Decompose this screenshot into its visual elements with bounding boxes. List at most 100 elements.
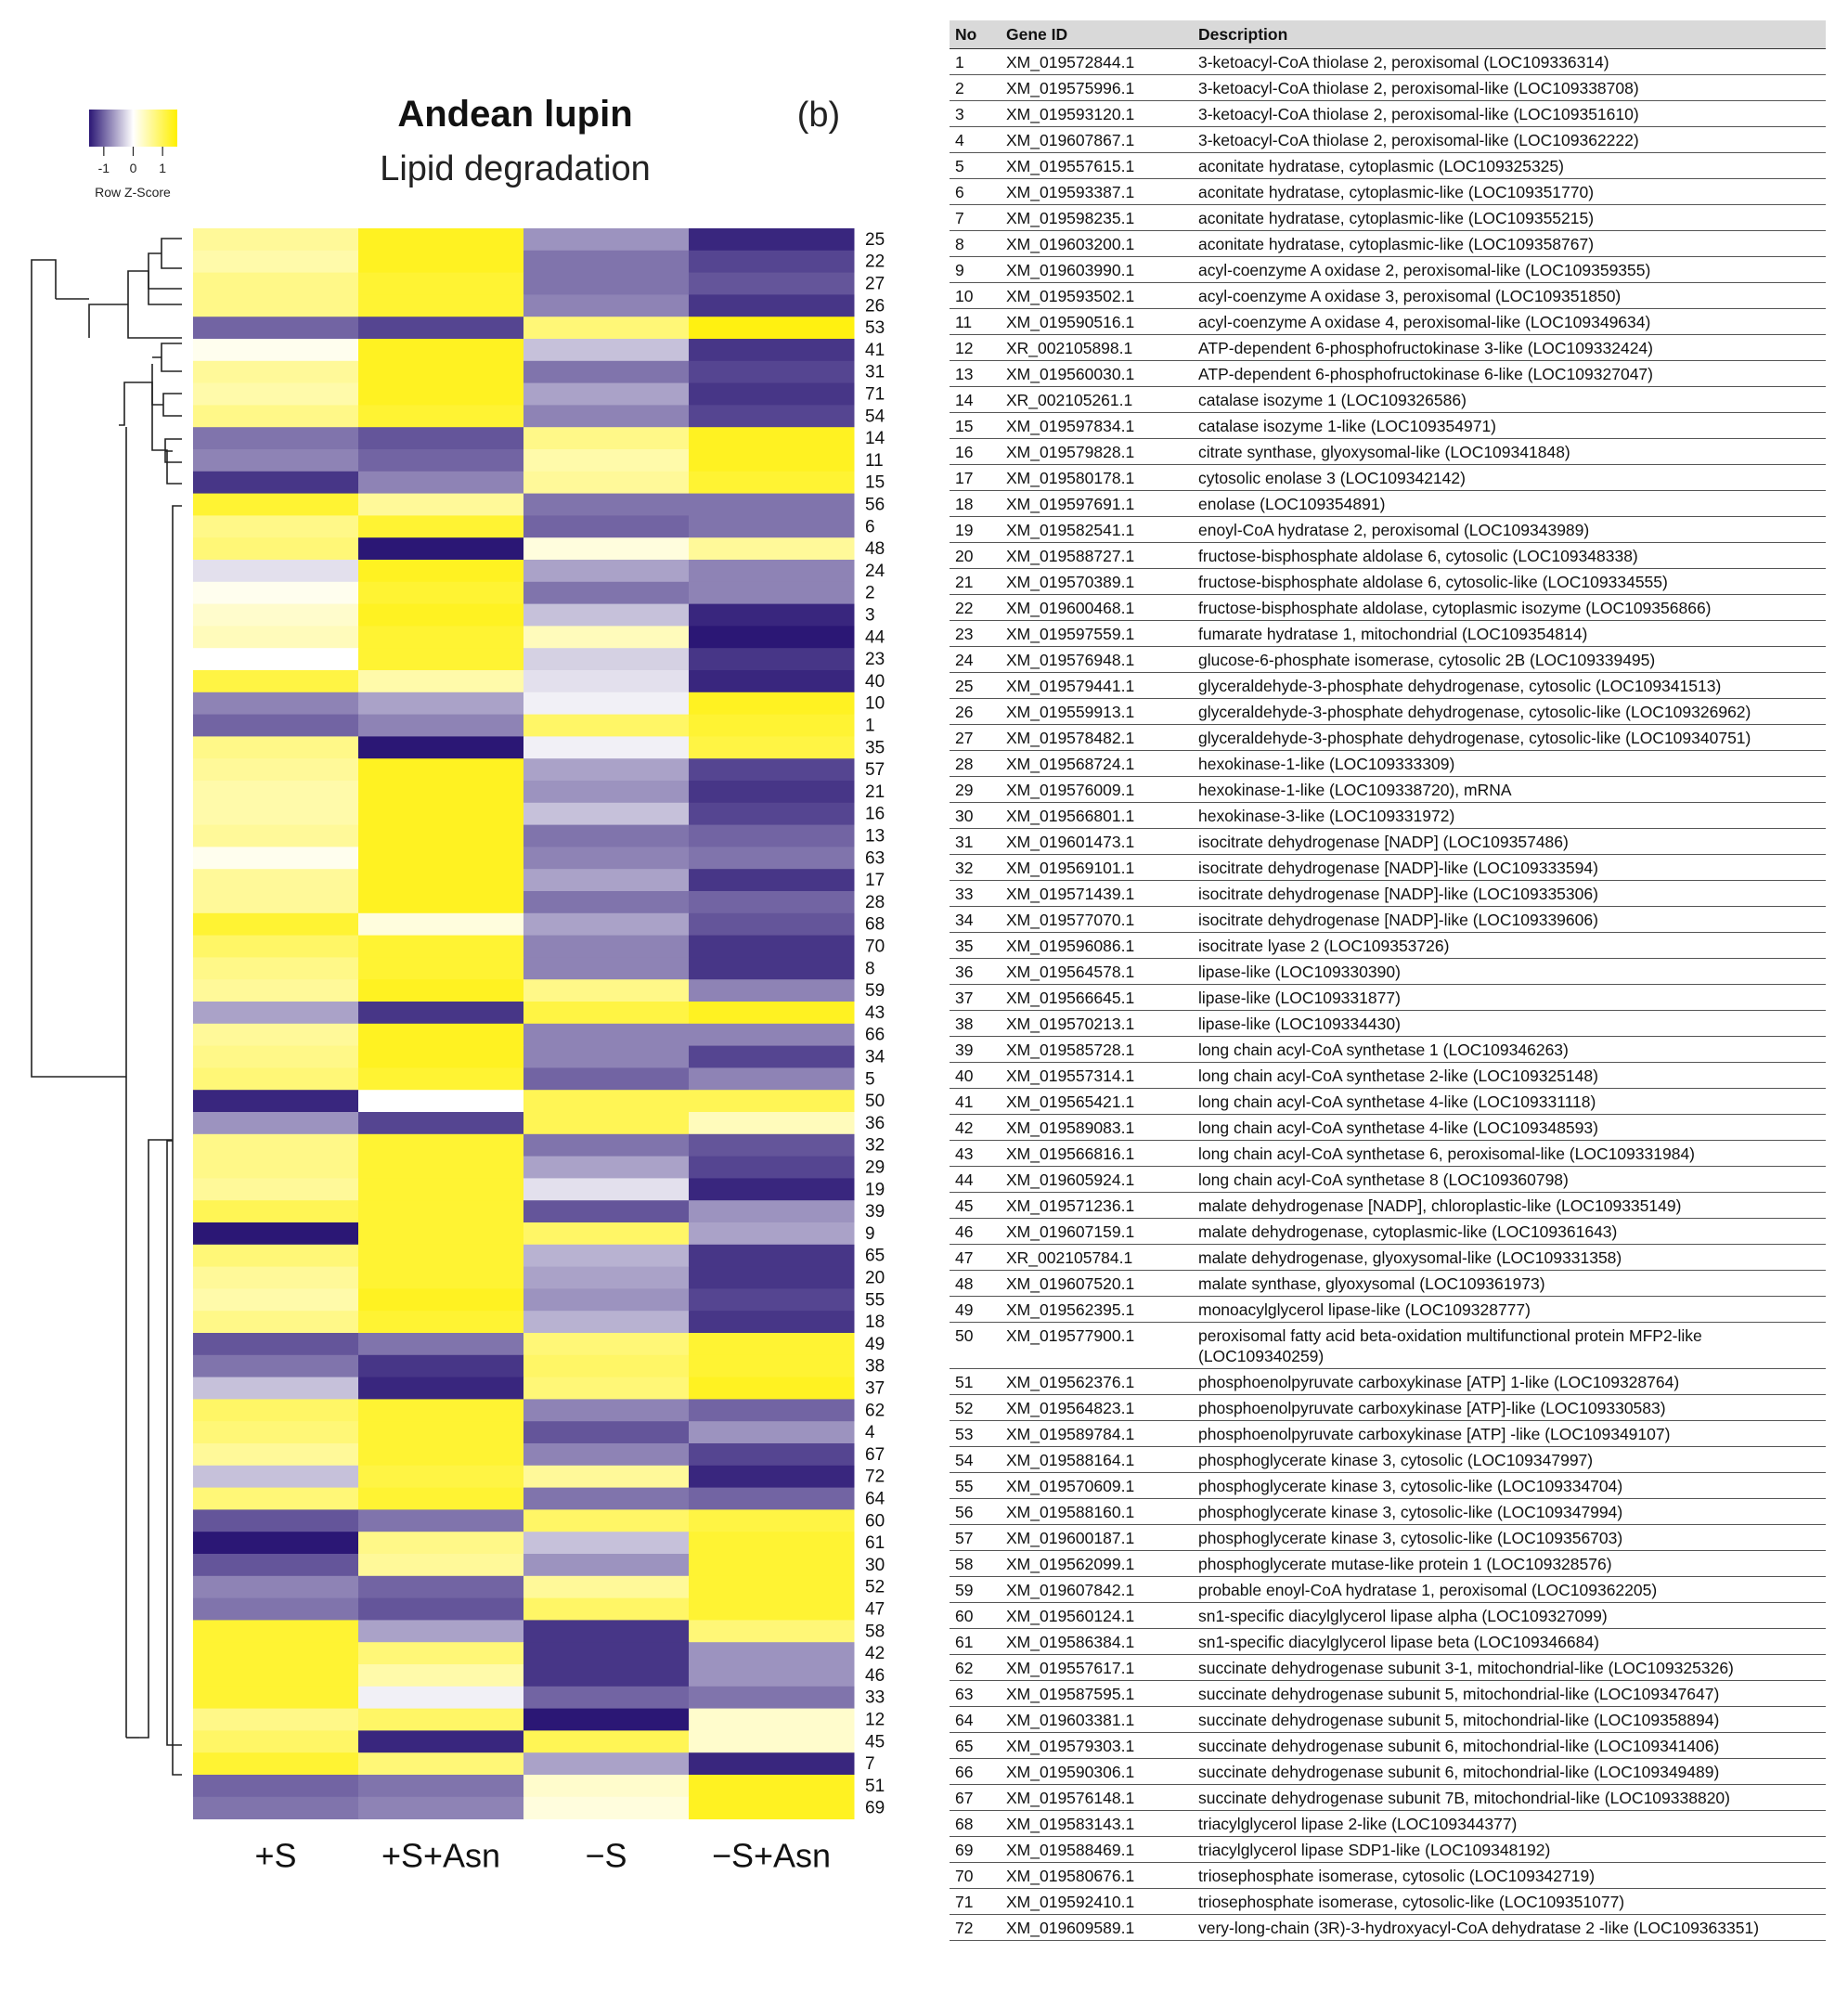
cell-no: 36 (950, 958, 1001, 985)
cell-description: lipase-like (LOC109330390) (1193, 958, 1826, 985)
cell-description: isocitrate dehydrogenase [NADP]-like (LO… (1193, 880, 1826, 907)
heatmap-cell (358, 1156, 524, 1179)
heatmap-cell (358, 1443, 524, 1467)
cell-gene-id: XM_019564823.1 (1001, 1394, 1193, 1421)
heatmap-cell (358, 405, 524, 428)
table-row: 37 XM_019566645.1 lipase-like (LOC10933187… (950, 984, 1826, 1011)
table-row: 12 XR_002105898.1 ATP-dependent 6-phosphof… (950, 334, 1826, 361)
heatmap-cell (689, 869, 855, 892)
cell-gene-id: XM_019569101.1 (1001, 854, 1193, 881)
cell-description: 3-ketoacyl-CoA thiolase 2, peroxisomal (… (1193, 48, 1826, 75)
cell-gene-id: XM_019570213.1 (1001, 1010, 1193, 1037)
cell-gene-id: XM_019607520.1 (1001, 1270, 1193, 1297)
heatmap-cell (523, 493, 690, 516)
cell-no: 21 (950, 568, 1001, 595)
cell-gene-id: XM_019557314.1 (1001, 1062, 1193, 1089)
cell-no: 28 (950, 750, 1001, 777)
cell-gene-id: XM_019576009.1 (1001, 776, 1193, 803)
row-label: 18 (865, 1312, 885, 1332)
heatmap-cell (193, 1730, 359, 1753)
table-row: 58 XM_019562099.1 phosphoglycerate mutase-… (950, 1550, 1826, 1577)
heatmap-cell (689, 935, 855, 958)
table-row: 49 XM_019562395.1 monoacylglycerol lipase-… (950, 1296, 1826, 1323)
heatmap-cell (523, 1620, 690, 1643)
heatmap-cell (193, 1133, 359, 1157)
table-row: 45 XM_019571236.1 malate dehydrogenase [NA… (950, 1192, 1826, 1219)
heatmap-cells (193, 228, 855, 1820)
heatmap-cell (358, 1532, 524, 1555)
cell-description: monoacylglycerol lipase-like (LOC1093287… (1193, 1296, 1826, 1323)
cell-no: 24 (950, 646, 1001, 673)
cell-description: fumarate hydratase 1, mitochondrial (LOC… (1193, 620, 1826, 647)
cell-gene-id: XM_019566801.1 (1001, 802, 1193, 829)
heatmap-cell (689, 802, 855, 826)
heatmap-cell (689, 692, 855, 716)
row-label: 42 (865, 1644, 885, 1663)
cell-description: malate synthase, glyoxysomal (LOC1093619… (1193, 1270, 1826, 1297)
cell-no: 40 (950, 1062, 1001, 1089)
heatmap-cell (689, 427, 855, 450)
heatmap-cell (689, 1023, 855, 1047)
cell-gene-id: XM_019601473.1 (1001, 828, 1193, 855)
heatmap-cell (193, 1465, 359, 1489)
cell-gene-id: XM_019565421.1 (1001, 1088, 1193, 1115)
cell-no: 27 (950, 724, 1001, 751)
cell-no: 63 (950, 1680, 1001, 1707)
cell-description: isocitrate dehydrogenase [NADP] (LOC1093… (1193, 828, 1826, 855)
heatmap-cell (193, 1752, 359, 1776)
cell-no: 7 (950, 204, 1001, 231)
cell-gene-id: XM_019580676.1 (1001, 1862, 1193, 1889)
heatmap-cell (358, 1642, 524, 1665)
cell-description: aconitate hydratase, cytoplasmic (LOC109… (1193, 152, 1826, 179)
heatmap-cell (358, 317, 524, 340)
cell-description: succinate dehydrogenase subunit 6, mitoc… (1193, 1758, 1826, 1785)
table-row: 11 XM_019590516.1 acyl-coenzyme A oxidase … (950, 308, 1826, 335)
heatmap-cell (689, 405, 855, 428)
heatmap-cell (523, 515, 690, 538)
heatmap-cell (523, 1002, 690, 1025)
row-label: 12 (865, 1711, 885, 1730)
heatmap-cell (193, 1354, 359, 1378)
cell-no: 34 (950, 906, 1001, 933)
table-row: 53 XM_019589784.1 phosphoenolpyruvate carb… (950, 1420, 1826, 1447)
table-row: 17 XM_019580178.1 cytosolic enolase 3 (LOC… (950, 464, 1826, 491)
row-label: 15 (865, 473, 885, 493)
cell-gene-id: XM_019600187.1 (1001, 1524, 1193, 1551)
cell-no: 10 (950, 282, 1001, 309)
cell-description: glyceraldehyde-3-phosphate dehydrogenase… (1193, 698, 1826, 725)
cell-no: 6 (950, 178, 1001, 205)
heatmap-cell (689, 339, 855, 362)
heatmap-cell (523, 957, 690, 980)
row-label: 62 (865, 1401, 885, 1420)
row-label: 16 (865, 805, 885, 824)
row-label: 34 (865, 1048, 885, 1067)
cell-description: acyl-coenzyme A oxidase 2, peroxisomal-l… (1193, 256, 1826, 283)
cell-description: triacylglycerol lipase 2-like (LOC109344… (1193, 1810, 1826, 1837)
cell-description: succinate dehydrogenase subunit 5, mitoc… (1193, 1706, 1826, 1733)
row-label: 25 (865, 230, 885, 250)
heatmap-cell (689, 824, 855, 847)
cell-gene-id: XM_019575996.1 (1001, 74, 1193, 101)
heatmap-cell (689, 1421, 855, 1444)
cell-description: phosphoglycerate kinase 3, cytosolic-lik… (1193, 1498, 1826, 1525)
cell-description: malate dehydrogenase [NADP], chloroplast… (1193, 1192, 1826, 1219)
row-label: 7 (865, 1754, 875, 1774)
heatmap-cell (689, 1002, 855, 1025)
cell-gene-id: XM_019577900.1 (1001, 1322, 1193, 1369)
row-label: 30 (865, 1556, 885, 1575)
cell-gene-id: XM_019588727.1 (1001, 542, 1193, 569)
heatmap-cell (358, 1112, 524, 1135)
heatmap-cell (689, 1399, 855, 1422)
row-label: 31 (865, 363, 885, 382)
cell-gene-id: XM_019607842.1 (1001, 1576, 1193, 1603)
cell-description: citrate synthase, glyoxysomal-like (LOC1… (1193, 438, 1826, 465)
heatmap-cell (689, 1554, 855, 1577)
heatmap-cell (523, 317, 690, 340)
row-label: 57 (865, 760, 885, 780)
heatmap-cell (689, 1532, 855, 1555)
heatmap-cell (689, 714, 855, 737)
cell-description: aconitate hydratase, cytoplasmic-like (L… (1193, 230, 1826, 257)
heatmap-cell (523, 1399, 690, 1422)
cell-gene-id: XM_019571236.1 (1001, 1192, 1193, 1219)
heatmap-cell (689, 1664, 855, 1687)
